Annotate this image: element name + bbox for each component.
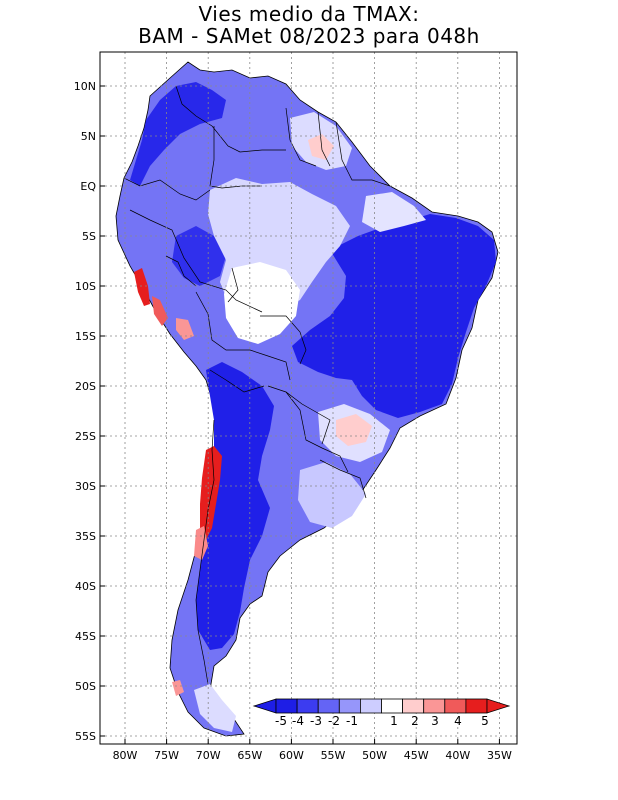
positive-bias-chile	[200, 446, 222, 540]
longitude-labels: 80W 75W 70W 65W 60W 55W 50W 45W 40W 35W	[113, 739, 512, 762]
map-field	[115, 61, 499, 737]
colorbar-segment	[296, 698, 319, 714]
lat-tick-label: EQ	[80, 180, 96, 193]
positive-bias-guiana	[308, 134, 334, 160]
colorbar-segment	[359, 698, 382, 714]
colorbar-segment	[381, 698, 404, 714]
lat-tick-label: 45S	[75, 630, 96, 643]
lon-tick-label: 45W	[404, 749, 429, 762]
colorbar-segment	[402, 698, 425, 714]
colorbar-label: -4	[292, 714, 304, 728]
lat-tick-label: 30S	[75, 480, 96, 493]
colorbar-segment	[317, 698, 340, 714]
light-bias-uruguay	[298, 462, 366, 528]
lon-tick-label: 40W	[445, 749, 470, 762]
map-title: Vies medio da TMAX:	[198, 2, 420, 26]
colorbar-segment	[444, 698, 467, 714]
map-grid	[100, 52, 517, 744]
colorbar: -5 -4 -3 -2 -1 1 2 3 4 5	[252, 698, 511, 728]
strong-negative-bias-northeast	[292, 214, 496, 418]
lat-tick-label: 10N	[74, 80, 96, 93]
colorbar-label: 4	[454, 714, 462, 728]
lat-tick-label: 50S	[75, 680, 96, 693]
lon-tick-label: 75W	[154, 749, 179, 762]
lon-tick-label: 65W	[237, 749, 262, 762]
positive-bias-andes-bolivia	[176, 318, 194, 340]
positive-bias-andes-peru-2	[152, 296, 168, 326]
colorbar-segment	[465, 698, 488, 714]
positive-bias-patagonia	[172, 680, 184, 696]
lon-tick-label: 60W	[279, 749, 304, 762]
colorbar-segment	[423, 698, 446, 714]
map-subtitle: BAM - SAMet 08/2023 para 048h	[138, 24, 480, 48]
lat-tick-label: 55S	[75, 730, 96, 743]
light-bias-east-amazon	[362, 192, 426, 232]
lon-tick-label: 35W	[487, 749, 512, 762]
lat-tick-label: 15S	[75, 330, 96, 343]
lat-tick-label: 5N	[81, 130, 96, 143]
colorbar-label: 2	[411, 714, 419, 728]
colorbar-label: -3	[310, 714, 322, 728]
white-near-zero-central	[224, 262, 300, 344]
lat-tick-label: 40S	[75, 580, 96, 593]
colorbar-segment	[338, 698, 361, 714]
positive-bias-andes-peru	[134, 268, 150, 306]
lon-tick-label: 70W	[196, 749, 221, 762]
colorbar-arrow-right	[486, 698, 511, 714]
lon-tick-label: 50W	[362, 749, 387, 762]
colorbar-label: -2	[328, 714, 340, 728]
map-frame	[99, 51, 518, 745]
lon-tick-label: 80W	[113, 749, 138, 762]
colorbar-label: 3	[431, 714, 439, 728]
lat-tick-label: 25S	[75, 430, 96, 443]
colorbar-segment	[275, 698, 298, 714]
strong-negative-bias-south	[196, 362, 274, 650]
colorbar-label: 5	[481, 714, 489, 728]
colorbar-label: -5	[275, 714, 287, 728]
latitude-labels: 10N 5N EQ 5S 10S 15S 20S 25S 30S 35S 40S 45S 50S 55S	[74, 80, 105, 743]
lat-tick-label: 10S	[75, 280, 96, 293]
positive-bias-south-brazil	[336, 414, 372, 446]
strong-negative-bias-north	[130, 82, 226, 186]
colorbar-label: -1	[346, 714, 358, 728]
lon-tick-label: 55W	[321, 749, 346, 762]
strong-negative-bias-amazon	[172, 226, 226, 286]
light-bias-patagonia-tip	[194, 684, 236, 732]
lat-tick-label: 20S	[75, 380, 96, 393]
lat-tick-label: 5S	[82, 230, 96, 243]
lat-tick-label: 35S	[75, 530, 96, 543]
colorbar-label: 1	[390, 714, 398, 728]
